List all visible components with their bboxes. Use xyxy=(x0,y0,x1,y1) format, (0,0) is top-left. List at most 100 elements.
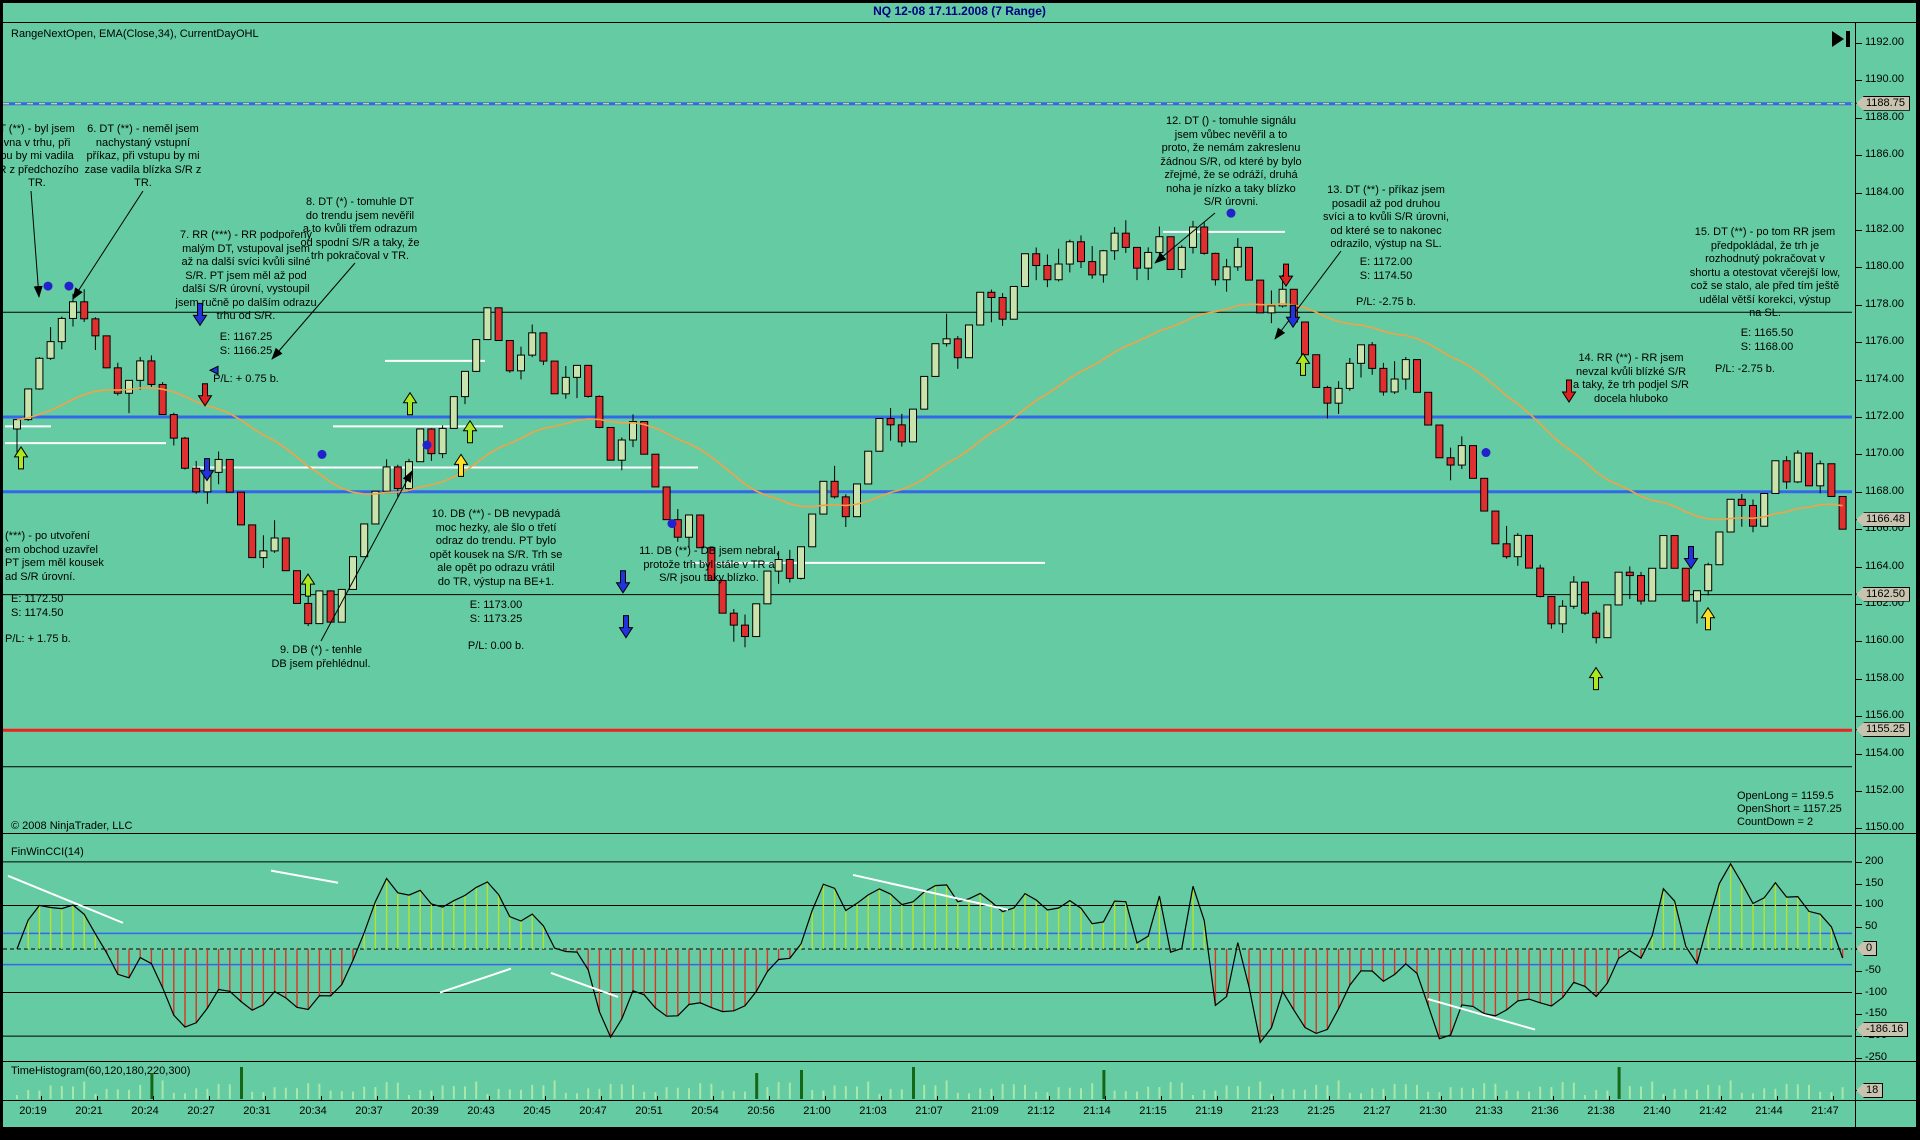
candle-up xyxy=(942,338,951,345)
histogram-bar xyxy=(1169,1082,1172,1099)
title-divider xyxy=(3,22,1916,23)
histogram-bar xyxy=(632,1084,634,1099)
candle-up xyxy=(214,458,223,473)
annotation-note: E: 1172.00 S: 1174.50 xyxy=(1359,256,1413,282)
candle-up xyxy=(349,556,357,590)
candle-up xyxy=(1099,250,1108,276)
histogram-bar xyxy=(811,1090,814,1099)
trade-up-arrow xyxy=(1295,352,1311,376)
candle-down xyxy=(595,395,604,428)
histogram-bar xyxy=(1841,1087,1844,1099)
histogram-bar xyxy=(1740,1092,1743,1099)
candle-up xyxy=(472,339,481,372)
histogram-bar xyxy=(1158,1087,1161,1099)
time-axis-label: 20:19 xyxy=(19,1105,47,1117)
candle-down xyxy=(1200,226,1209,254)
time-axis-tick xyxy=(657,1096,658,1101)
histogram-bar xyxy=(49,1085,52,1099)
annotation-note: 14. RR (**) - RR jsem nevzal kvůli blízk… xyxy=(1573,352,1689,405)
trade-down-arrow xyxy=(1561,379,1577,403)
cci-axis-label: 100 xyxy=(1865,898,1884,911)
candle-up xyxy=(1659,535,1668,569)
candle-down xyxy=(998,297,1007,320)
candle-down xyxy=(1637,575,1645,602)
candle-down xyxy=(830,480,839,498)
price-axis-label: 1188.00 xyxy=(1865,110,1904,123)
partial-fill-marker xyxy=(208,365,219,376)
cci-axis-label: 200 xyxy=(1865,854,1884,867)
time-axis-label: 21:27 xyxy=(1363,1105,1391,1117)
histogram-bar xyxy=(923,1084,926,1099)
time-axis-tick xyxy=(713,1096,714,1101)
annotation-note: P/L: -2.75 b. xyxy=(1356,296,1416,308)
time-axis-tick xyxy=(1105,1096,1106,1101)
histogram-bar xyxy=(1472,1088,1474,1099)
histogram-bar xyxy=(1147,1086,1150,1099)
histogram-bar xyxy=(161,1080,164,1099)
histogram-bar xyxy=(1438,1092,1441,1099)
histogram-bar xyxy=(38,1090,41,1099)
candle-up xyxy=(125,379,133,394)
histogram-bar xyxy=(396,1082,399,1099)
candle-down xyxy=(1435,424,1444,459)
histogram-bar xyxy=(1684,1089,1687,1099)
candle-down xyxy=(696,514,705,549)
trade-down-arrow xyxy=(1278,263,1294,288)
candle-up xyxy=(1401,359,1410,380)
candle-down xyxy=(393,466,402,490)
candle-up xyxy=(1021,253,1029,287)
histogram-bar xyxy=(184,1093,186,1099)
time-histogram-canvas[interactable] xyxy=(3,1062,1852,1100)
candle-down xyxy=(1502,543,1511,558)
histogram-bar xyxy=(688,1088,690,1099)
candle-down xyxy=(1032,253,1041,267)
trade-down-arrow xyxy=(197,383,213,407)
time-axis-label: 21:07 xyxy=(915,1105,943,1117)
candle-down xyxy=(1827,463,1836,497)
chart-content: NQ 12-08 17.11.2008 (7 Range) RangeNextO… xyxy=(0,3,1916,1127)
candle-up xyxy=(270,537,279,552)
histogram-bar xyxy=(206,1088,209,1099)
candle-down xyxy=(1166,236,1175,270)
histogram-bar xyxy=(1830,1092,1833,1099)
histogram-bar xyxy=(508,1089,511,1099)
histogram-bar xyxy=(1763,1088,1766,1099)
main-price-chart-canvas[interactable] xyxy=(3,22,1852,833)
price-axis-label: 1164.00 xyxy=(1865,559,1904,572)
candle-down xyxy=(1379,367,1388,393)
time-axis-label: 20:34 xyxy=(299,1105,327,1117)
candle-down xyxy=(539,332,548,362)
candle-up xyxy=(315,590,324,625)
histogram-bar xyxy=(1046,1092,1049,1099)
annotation-note: E: 1172.50 S: 1174.50 xyxy=(11,593,64,619)
histogram-bar xyxy=(833,1085,836,1099)
candle-down xyxy=(707,547,716,581)
annotation-note: 11. DB (**) - DB jsem nebral, protože tr… xyxy=(639,545,779,584)
time-axis-tick xyxy=(769,1096,770,1101)
candle-down xyxy=(237,491,245,526)
histogram-bar xyxy=(1494,1083,1497,1099)
histogram-bar xyxy=(620,1084,623,1099)
histogram-bar xyxy=(867,1081,870,1099)
status-countdown: CountDown = 2 xyxy=(1737,816,1814,828)
panel-divider-cci xyxy=(3,833,1916,834)
histogram-bar xyxy=(1550,1087,1553,1099)
signal-dot xyxy=(1481,448,1491,458)
histogram-bar-peak xyxy=(912,1067,915,1099)
trade-down-arrow xyxy=(192,302,208,327)
price-axis-label: 1184.00 xyxy=(1865,185,1904,198)
annotation-note: P/L: -2.75 b. xyxy=(1715,363,1775,375)
histogram-bar xyxy=(1539,1086,1542,1099)
price-axis-tick xyxy=(1856,454,1862,456)
price-axis-label: 1150.00 xyxy=(1865,821,1904,834)
candle-up xyxy=(259,550,268,559)
cci-indicator-canvas[interactable] xyxy=(3,834,1852,1061)
candle-up xyxy=(1357,344,1365,364)
candle-up xyxy=(69,301,77,319)
histogram-bar xyxy=(1696,1089,1698,1099)
histogram-bar xyxy=(822,1090,825,1099)
candle-up xyxy=(1793,452,1802,483)
time-axis-tick xyxy=(97,1096,98,1101)
time-axis-tick xyxy=(1273,1096,1274,1101)
histogram-bar xyxy=(990,1088,993,1099)
